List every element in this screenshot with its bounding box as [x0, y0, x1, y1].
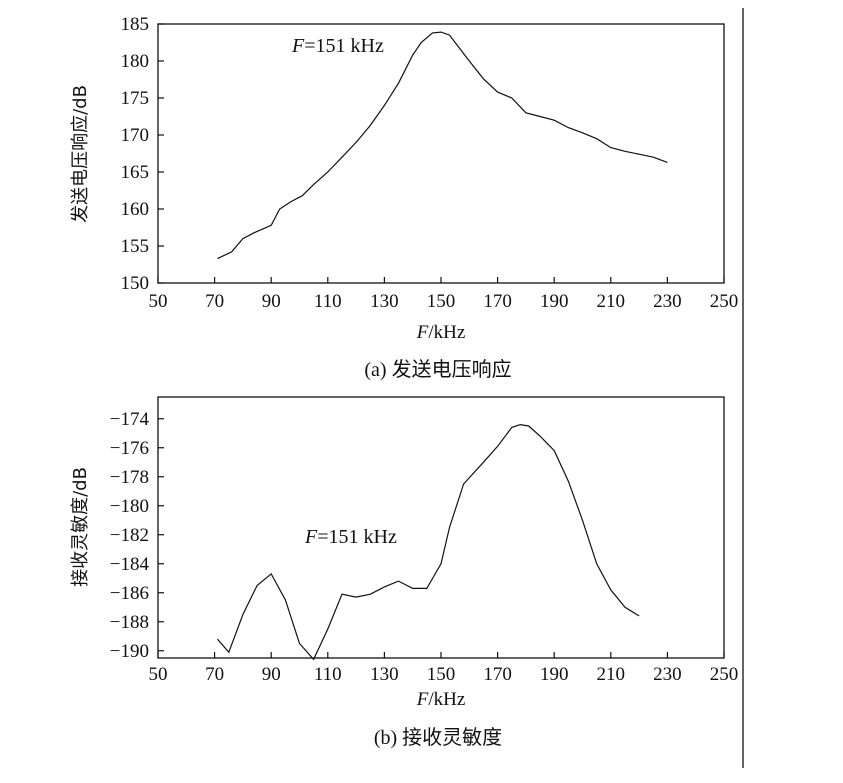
chart-a-ytick-label: 170	[121, 125, 150, 146]
chart-b-plot-frame	[157, 396, 725, 659]
chart-a-xtick-label: 190	[540, 291, 569, 312]
chart-a-caption: (a) 发送电压响应	[364, 358, 511, 381]
chart-b-xtick-label: 170	[483, 664, 512, 685]
chart-a: 50 70 90 110 130 150 170 190 210 230 250 150 155 160…	[70, 14, 738, 381]
chart-a-xticks: 50 70 90 110 130 150 170 190 210 230 250	[149, 277, 739, 312]
chart-b-ytick-label: −182	[110, 525, 149, 546]
chart-a-xtick-label: 150	[427, 291, 456, 312]
chart-a-xtick-label: 250	[710, 291, 739, 312]
chart-a-xtick-label: 90	[262, 291, 281, 312]
chart-b-ytick-label: −190	[110, 641, 149, 662]
chart-b-yticks: −174 −176 −178 −180 −182 −184 −186 −188 −190	[110, 409, 164, 662]
chart-b-ylabel: 接收灵敏度/dB	[70, 467, 91, 587]
chart-b-xtick-label: 210	[597, 664, 626, 685]
chart-b-ytick-label: −178	[110, 467, 149, 488]
chart-b-xtick-label: 190	[540, 664, 569, 685]
chart-b-xtick-label: 130	[370, 664, 399, 685]
chart-a-series-line	[217, 31, 668, 260]
chart-a-xtick-label: 70	[205, 291, 224, 312]
chart-b-series-line	[216, 423, 640, 661]
chart-b-annotation: F=151 kHz	[304, 526, 397, 548]
chart-b-xtick-label: 110	[314, 664, 342, 685]
chart-b-xtick-label: 150	[427, 664, 456, 685]
chart-b-ytick-label: −176	[110, 438, 149, 459]
chart-b-ytick-label: −174	[110, 409, 150, 430]
chart-a-yticks: 150 155 160 165 170 175 180 185	[121, 14, 164, 294]
chart-b-xtick-label: 50	[149, 664, 168, 685]
chart-a-ytick-label: 165	[121, 162, 150, 183]
chart-a-xtick-label: 130	[370, 291, 399, 312]
chart-a-ylabel: 发送电压响应/dB	[70, 85, 91, 223]
chart-a-xlabel: F/kHz	[416, 322, 466, 343]
chart-b-xtick-label: 70	[205, 664, 224, 685]
chart-a-ytick-label: 175	[121, 88, 150, 109]
chart-a-xtick-label: 110	[314, 291, 342, 312]
chart-a-ytick-label: 185	[121, 14, 150, 35]
chart-b-ytick-label: −188	[110, 612, 149, 633]
chart-a-ytick-label: 180	[121, 51, 150, 72]
chart-b-xtick-label: 90	[262, 664, 281, 685]
chart-b-ytick-label: −180	[110, 496, 149, 517]
chart-a-xtick-label: 50	[149, 291, 168, 312]
chart-b-ytick-label: −186	[110, 583, 149, 604]
chart-a-ytick-label: 150	[121, 273, 150, 294]
chart-a-annotation: F=151 kHz	[291, 35, 384, 57]
chart-b-caption: (b) 接收灵敏度	[374, 726, 502, 749]
chart-b-ytick-label: −184	[110, 554, 150, 575]
chart-a-xtick-label: 230	[653, 291, 682, 312]
chart-a-ytick-label: 160	[121, 199, 150, 220]
chart-a-plot-frame	[157, 23, 725, 284]
chart-b-xticks: 50 70 90 110 130 150 170 190 210 230 250	[149, 652, 739, 685]
chart-b-xtick-label: 250	[710, 664, 739, 685]
chart-b-xlabel: F/kHz	[416, 689, 466, 710]
chart-a-ytick-label: 155	[121, 236, 150, 257]
chart-a-xtick-label: 170	[483, 291, 512, 312]
chart-a-xtick-label: 210	[597, 291, 626, 312]
chart-b: 50 70 90 110 130 150 170 190 210 230 250 −174−176−…	[70, 396, 739, 749]
chart-b-xtick-label: 230	[653, 664, 682, 685]
